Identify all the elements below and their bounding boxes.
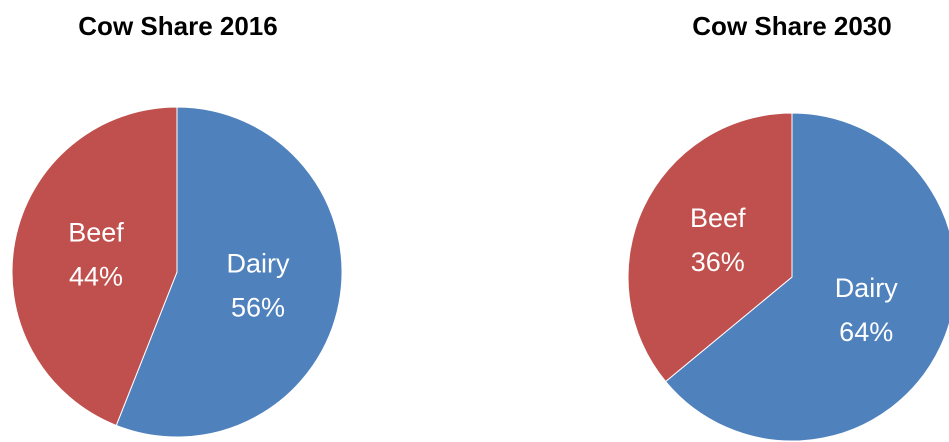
slice-value-label: 64%	[839, 317, 893, 347]
pie-slice	[115, 106, 343, 438]
slice-category-label: Beef	[690, 203, 746, 233]
slice-value-label: 44%	[69, 262, 123, 292]
chart-title: Cow Share 2016	[78, 11, 277, 41]
pie-slice	[11, 106, 178, 427]
slice-value-label: 56%	[231, 293, 285, 323]
slice-category-label: Beef	[68, 218, 124, 248]
pie-slice	[627, 112, 793, 383]
chart-title: Cow Share 2030	[692, 11, 891, 41]
slice-value-label: 36%	[691, 247, 745, 277]
pie-slice	[664, 112, 949, 442]
slice-category-label: Dairy	[227, 249, 291, 279]
slice-category-label: Dairy	[835, 273, 899, 303]
